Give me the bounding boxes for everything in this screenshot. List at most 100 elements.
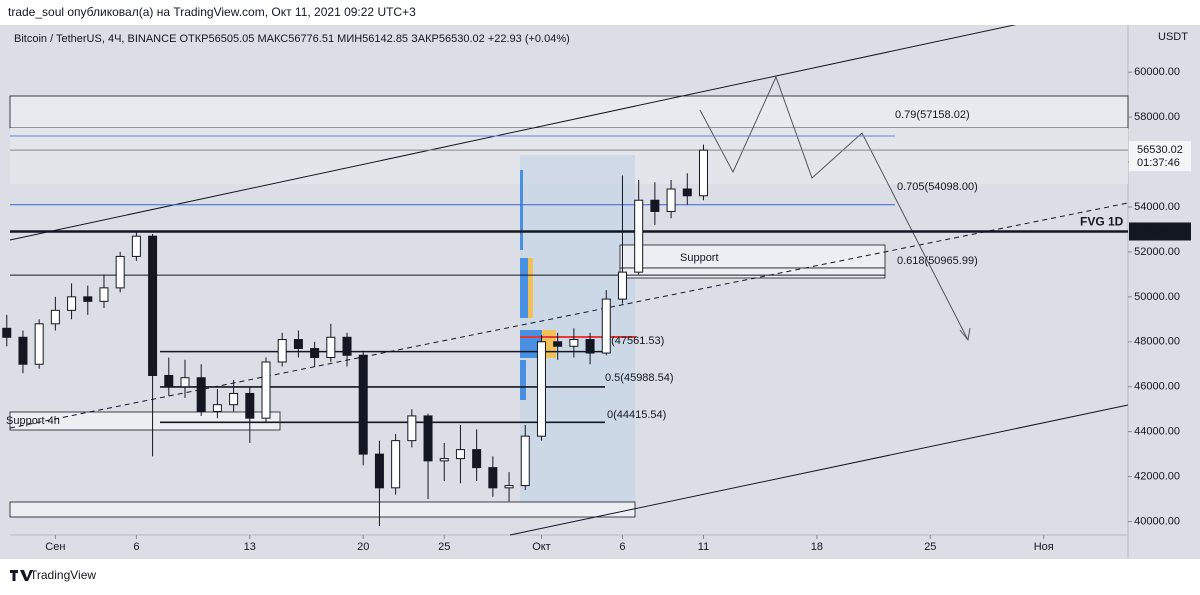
y-tick-label: 42000.00	[1134, 470, 1180, 482]
candle-body	[131, 235, 141, 257]
y-tick-label: 40000.00	[1134, 515, 1180, 527]
candle-body	[585, 339, 595, 354]
x-tick-label: 6	[619, 541, 625, 553]
candle	[83, 285, 93, 315]
change: +22.93 (+0.04%)	[488, 33, 570, 45]
symbol: Bitcoin / TetherUS, 4Ч, BINANCE	[14, 33, 176, 45]
candle	[148, 233, 158, 457]
last-price: 56530.02	[1137, 144, 1183, 156]
x-tick-label: 20	[357, 541, 369, 553]
candle	[164, 357, 174, 396]
y-tick-label: 44000.00	[1134, 426, 1180, 438]
candle-body	[212, 404, 222, 412]
candle	[455, 424, 465, 484]
x-tick-label: Окт	[532, 541, 551, 553]
candle-body	[245, 392, 255, 419]
footer-background	[0, 559, 1200, 590]
candle-body	[196, 377, 206, 412]
candle	[553, 332, 563, 360]
candle-body	[634, 199, 644, 273]
x-tick-label: Сен	[45, 541, 65, 553]
candle-body	[682, 188, 692, 197]
candle	[115, 251, 125, 293]
label: МАКС	[257, 33, 288, 45]
channel-lower	[509, 404, 1129, 536]
candle	[2, 314, 12, 347]
y-tick-label: 48000.00	[1134, 336, 1180, 348]
y-tick-label: 60000.00	[1134, 66, 1180, 78]
candle-body	[180, 377, 190, 388]
value: 56776.51	[288, 33, 334, 45]
candle	[488, 456, 498, 497]
bottom-box	[9, 501, 636, 518]
candle-body	[277, 339, 287, 363]
candle-body	[34, 323, 44, 365]
fib-label: 0.79(57158.02)	[895, 109, 970, 121]
candle-body	[229, 392, 239, 406]
candle-body	[650, 199, 660, 212]
candle	[212, 388, 222, 419]
candle	[585, 332, 595, 365]
candle-body	[18, 336, 28, 365]
candle-body	[569, 339, 579, 347]
candle-body	[83, 296, 93, 302]
candle	[261, 357, 271, 423]
candle-body	[310, 348, 320, 359]
label: ОТКР	[179, 33, 208, 45]
projection-path	[699, 75, 969, 341]
x-tick-label: 25	[438, 541, 450, 553]
value: 56142.85	[362, 33, 408, 45]
x-tick-label: 13	[244, 541, 256, 553]
fvg-price: 52909.32	[1137, 225, 1183, 237]
support-box	[619, 244, 886, 269]
fib-label: 0(44415.54)	[607, 409, 666, 421]
x-tick-label: 25	[924, 541, 936, 553]
zone	[9, 95, 1129, 129]
value: 56530.02	[439, 33, 485, 45]
candle-body	[423, 415, 433, 462]
legend-line: Bitcoin / TetherUS, 4Ч, BINANCE ОТКР5650…	[14, 33, 570, 45]
y-tick-label: 58000.00	[1134, 111, 1180, 123]
y-tick-label: 46000.00	[1134, 381, 1180, 393]
x-tick-label: 6	[133, 541, 139, 553]
x-tick-label: 18	[811, 541, 823, 553]
plot: 0.79(57158.02) 0.705(54098.00) 0.618(50965…	[2, 71, 1132, 539]
value: 56505.05	[209, 33, 255, 45]
candle	[180, 359, 190, 398]
candle	[407, 409, 417, 448]
candle	[18, 330, 28, 374]
candle-body	[115, 255, 125, 289]
author: trade_soul опубликовал(а) на TradingView…	[8, 5, 416, 19]
annotation: Support 4h	[6, 415, 60, 427]
candle	[277, 332, 287, 367]
candle-body	[472, 449, 482, 469]
fib-label: 0.705(54098.00)	[897, 181, 978, 193]
candle	[536, 335, 546, 441]
fib-label: 1(47561.53)	[605, 335, 664, 347]
channel-mid	[9, 202, 1129, 429]
x-tick-label: Ноя	[1034, 541, 1054, 553]
candle-body	[666, 188, 676, 212]
candle-body	[601, 298, 611, 354]
projection-arrow	[959, 327, 971, 342]
candle	[342, 332, 352, 367]
candle	[293, 330, 303, 358]
candle	[650, 182, 660, 225]
candle	[374, 440, 384, 527]
label: ЗАКР	[411, 33, 439, 45]
candle-body	[455, 449, 465, 460]
volume-bar	[520, 360, 526, 400]
candle	[698, 144, 708, 201]
candle-body	[293, 339, 303, 350]
annotation: Support	[680, 252, 719, 264]
candle-body	[99, 287, 109, 302]
candle-body	[520, 435, 530, 487]
candle-body	[407, 415, 417, 442]
candle	[617, 175, 627, 304]
price-tag	[1129, 222, 1191, 241]
candle	[504, 472, 514, 502]
candle	[682, 173, 692, 205]
candle	[358, 350, 368, 466]
volume-bar	[520, 170, 523, 250]
